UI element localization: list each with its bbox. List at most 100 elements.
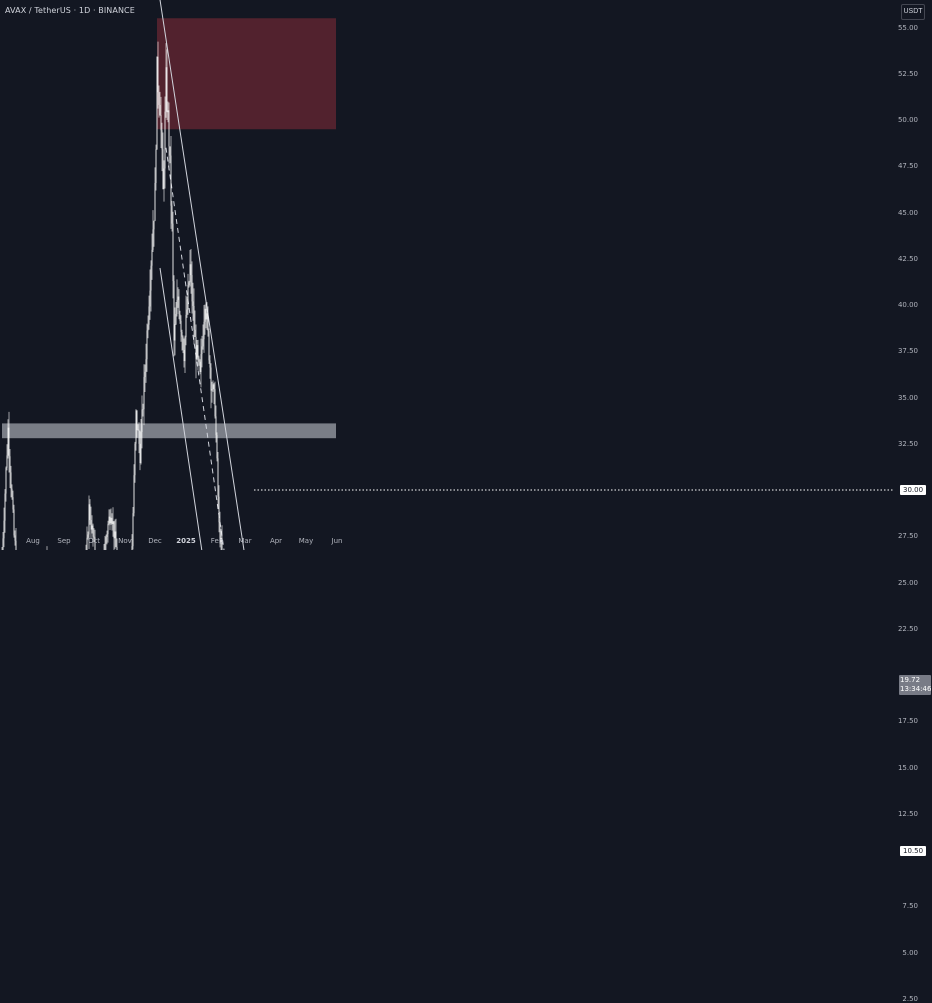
candle-body xyxy=(114,531,116,539)
candle-body xyxy=(196,345,198,360)
candle-body xyxy=(218,496,220,523)
candle-body xyxy=(158,92,160,105)
candle-body xyxy=(6,455,8,468)
candle-body xyxy=(165,67,167,112)
candle-body xyxy=(172,223,174,282)
candle-body xyxy=(146,330,148,360)
candle-body xyxy=(141,409,143,433)
x-tick-label: Apr xyxy=(269,537,283,545)
candle-body xyxy=(7,427,9,456)
candle-body xyxy=(221,537,223,550)
candle-body xyxy=(10,472,12,489)
candle-body xyxy=(113,521,115,539)
candle-body xyxy=(200,354,202,373)
x-tick-label: Jun xyxy=(331,537,343,545)
bar-countdown: 13:34:46 xyxy=(900,685,932,694)
candle-body xyxy=(212,384,214,390)
x-tick-label: Mar xyxy=(238,537,252,545)
candle-body xyxy=(3,520,5,539)
candle-body xyxy=(191,275,193,302)
candle-body xyxy=(178,296,180,315)
candle-body xyxy=(173,281,175,341)
candle-body xyxy=(198,357,200,362)
candle-body xyxy=(111,517,113,525)
candle-body xyxy=(153,220,155,230)
candle-body xyxy=(216,435,218,459)
candle-body xyxy=(87,534,89,538)
candle-body xyxy=(163,168,165,190)
candle-body xyxy=(116,546,118,550)
candle-body xyxy=(144,371,146,378)
candle-body xyxy=(154,183,156,221)
candle-body xyxy=(211,389,213,391)
candle-body xyxy=(197,345,199,358)
candle-body xyxy=(203,321,205,340)
candle-body xyxy=(112,521,114,525)
y-tick-label: 40.00 xyxy=(897,301,918,309)
candle-body xyxy=(108,516,110,524)
candle-body xyxy=(156,56,158,150)
y-tick-label: 32.50 xyxy=(897,439,918,448)
y-tick-label: 25.00 xyxy=(897,578,918,587)
candle-body xyxy=(179,314,181,321)
candle-body xyxy=(201,346,203,355)
candle-body xyxy=(168,110,170,147)
candle-body xyxy=(115,531,117,547)
candle-body xyxy=(136,410,138,430)
candle-body xyxy=(208,330,210,361)
candle-body xyxy=(142,409,144,410)
y-tick-label: 15.00 xyxy=(897,763,918,772)
last-price-value: 19.72 xyxy=(900,676,921,685)
candle-body xyxy=(9,456,11,473)
x-tick-label: Feb xyxy=(210,537,224,545)
channel-mid-line xyxy=(165,147,225,550)
candle-body xyxy=(171,205,173,224)
level-30-badge: 30.00 xyxy=(900,485,927,495)
candle-body xyxy=(8,427,10,457)
candle-body xyxy=(139,443,141,464)
price-chart[interactable] xyxy=(0,0,932,550)
candle-body xyxy=(148,306,150,325)
candle-body xyxy=(206,313,208,320)
candle-body xyxy=(210,367,212,391)
candle-body xyxy=(213,384,215,390)
x-tick-label: Oct xyxy=(87,537,101,545)
last-price-badge: 19.72 13:34:46 xyxy=(899,675,932,696)
y-tick-label: 37.50 xyxy=(897,347,918,356)
candle-body xyxy=(167,110,169,113)
candle-body xyxy=(12,497,14,510)
candle-body xyxy=(169,146,171,156)
y-tick-label: 17.50 xyxy=(897,717,918,726)
candle-body xyxy=(186,309,188,315)
candle-body xyxy=(15,540,17,550)
x-tick-label: Aug xyxy=(26,537,40,545)
candle-body xyxy=(217,458,219,497)
candle-body xyxy=(177,296,179,300)
candle-body xyxy=(184,337,186,362)
x-tick-label: May xyxy=(298,537,314,545)
candle-body xyxy=(105,536,107,544)
y-tick-label: 27.50 xyxy=(897,532,918,541)
candle-body xyxy=(207,313,209,331)
candle-body xyxy=(106,534,108,537)
candle-body xyxy=(174,324,176,341)
candle-body xyxy=(134,443,136,476)
candle-body xyxy=(150,265,152,291)
candle-body xyxy=(110,517,112,524)
candle-body xyxy=(195,336,197,360)
candle-body xyxy=(133,475,135,514)
candle-body xyxy=(220,537,222,544)
candle-body xyxy=(166,67,168,113)
level-10-50-badge: 10.50 xyxy=(900,845,927,856)
candle-body xyxy=(180,320,182,332)
support-band xyxy=(2,423,336,439)
candle-body xyxy=(89,504,91,521)
candle-body xyxy=(202,339,204,347)
candle-body xyxy=(91,525,93,530)
candle-body xyxy=(11,488,13,498)
candle-body xyxy=(143,377,145,410)
chart-title: AVAX / TetherUS · 1D · BINANCE xyxy=(5,6,135,15)
candle-body xyxy=(194,329,196,337)
currency-button[interactable]: USDT xyxy=(901,4,925,20)
candle-body xyxy=(176,299,178,315)
